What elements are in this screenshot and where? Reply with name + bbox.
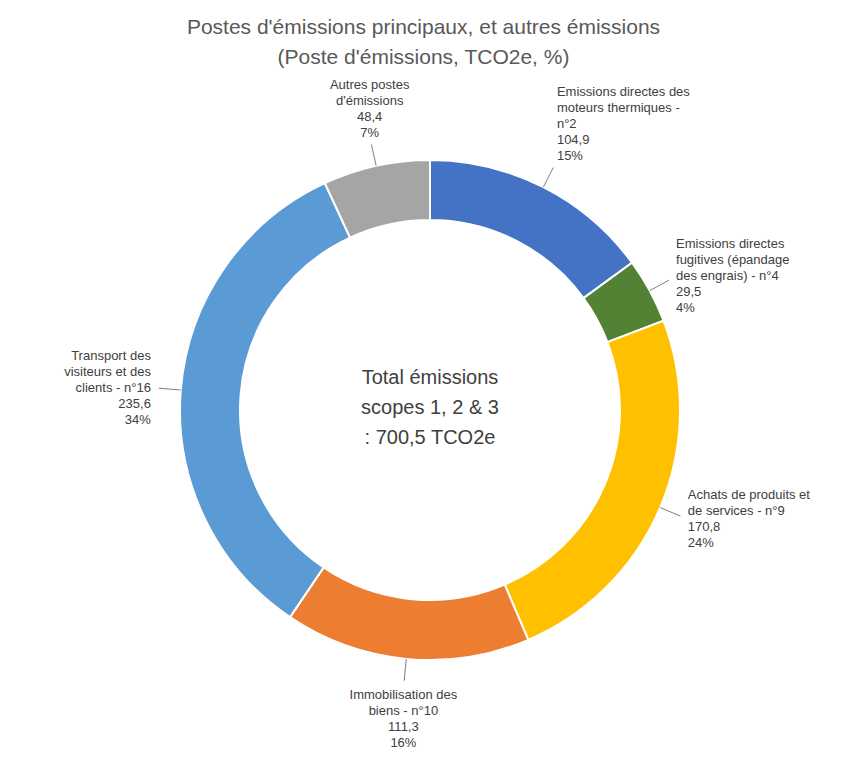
svg-text:Emissions directes desmoteurs: Emissions directes desmoteurs thermiques… — [557, 84, 690, 163]
html-text:scopes 1, 2 & 3: scopes 1, 2 & 3 — [361, 396, 499, 418]
html-text:: 700,5 TCO2e: : 700,5 TCO2e — [364, 426, 496, 448]
html-text:(Poste d'émissions, TCO2e, %): (Poste d'émissions, TCO2e, %) — [277, 45, 570, 68]
svg-text:Autres postesd'émissions48,47%: Autres postesd'émissions48,47% — [330, 77, 410, 140]
svg-text:Transport desvisiteurs et desc: Transport desvisiteurs et desclients - n… — [64, 348, 151, 427]
html-text:Postes d'émissions principaux,: Postes d'émissions principaux, et autres… — [186, 15, 661, 38]
svg-text:Immobilisation desbiens - n°10: Immobilisation desbiens - n°10111,316% — [350, 687, 458, 750]
html-text:Total émissions: Total émissions — [361, 366, 499, 388]
svg-text:Achats de produits etde servic: Achats de produits etde services - n°917… — [688, 487, 811, 550]
svg-text:Emissions directesfugitives (é: Emissions directesfugitives (épandagedes… — [676, 236, 789, 315]
